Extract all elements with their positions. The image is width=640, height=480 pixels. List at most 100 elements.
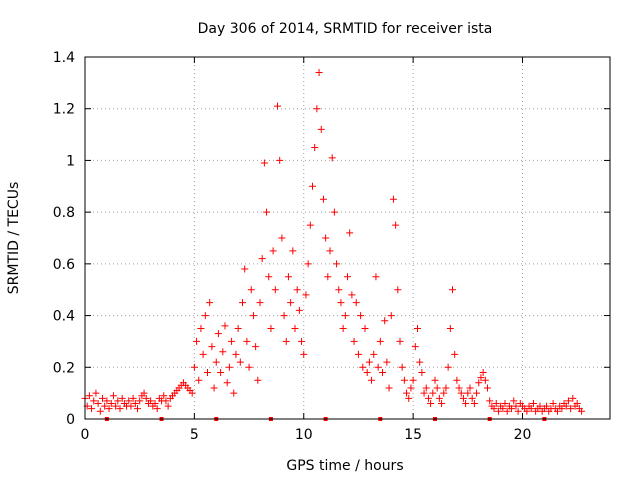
data-point	[464, 389, 472, 397]
y-tick-label: 0.2	[53, 360, 75, 376]
data-point	[564, 397, 572, 405]
data-point	[99, 394, 106, 402]
data-point	[468, 394, 476, 402]
data-point	[400, 376, 408, 384]
data-point	[204, 368, 211, 376]
data-point	[470, 399, 478, 407]
data-point	[228, 337, 236, 345]
data-point	[379, 368, 386, 376]
data-point	[241, 265, 249, 273]
data-points	[81, 69, 586, 415]
data-point	[459, 394, 467, 402]
y-tick-label: 0.8	[53, 205, 75, 221]
data-point	[512, 402, 520, 410]
data-point	[94, 399, 102, 407]
data-point	[462, 399, 470, 407]
data-point	[114, 397, 122, 405]
data-point	[427, 399, 435, 407]
data-point	[503, 407, 511, 415]
data-point	[263, 208, 271, 216]
data-point	[212, 358, 220, 366]
data-point	[466, 384, 474, 392]
data-point	[247, 286, 255, 294]
data-point	[424, 394, 432, 402]
data-point	[164, 402, 172, 410]
grid-lines	[85, 57, 610, 419]
data-point	[387, 312, 395, 320]
data-point	[280, 312, 288, 320]
data-point	[214, 330, 222, 338]
data-point	[333, 260, 341, 268]
data-point	[326, 247, 334, 255]
data-point	[409, 376, 417, 384]
data-point	[508, 405, 516, 413]
y-tick-label: 1.2	[53, 102, 75, 118]
x-tick-label: 5	[190, 427, 199, 443]
data-point	[383, 358, 391, 366]
data-point	[151, 399, 159, 407]
data-point	[109, 392, 117, 400]
data-point	[258, 255, 266, 263]
data-point	[284, 273, 292, 281]
x-tick-label: 0	[81, 427, 90, 443]
data-point	[116, 405, 124, 413]
data-point	[433, 384, 441, 392]
data-point	[245, 363, 253, 371]
data-point	[302, 291, 310, 299]
data-point	[490, 405, 498, 413]
data-point	[451, 350, 459, 358]
data-point	[306, 221, 314, 229]
data-point	[223, 379, 231, 387]
x-axis-label: GPS time / hours	[286, 458, 403, 474]
data-point	[267, 325, 275, 332]
data-point	[125, 397, 133, 405]
data-point	[129, 394, 137, 402]
data-point	[147, 397, 155, 405]
data-point	[92, 389, 100, 397]
data-point	[381, 317, 389, 325]
data-point	[105, 405, 113, 413]
data-point	[361, 325, 369, 332]
data-point	[510, 397, 518, 405]
data-point	[232, 350, 240, 358]
data-point	[440, 389, 448, 397]
data-point	[140, 389, 148, 397]
data-point	[444, 363, 452, 371]
data-point	[562, 402, 570, 410]
chart-title: Day 306 of 2014, SRMTID for receiver ist…	[198, 21, 493, 37]
data-point	[324, 273, 332, 281]
data-point	[317, 125, 325, 133]
data-point	[256, 299, 264, 307]
data-point	[339, 325, 347, 332]
data-point	[269, 247, 277, 255]
data-point	[319, 195, 327, 203]
data-point	[254, 376, 262, 384]
y-tick-label: 1.4	[53, 50, 75, 66]
data-point	[418, 368, 426, 376]
data-point	[352, 299, 360, 307]
data-point	[85, 392, 93, 400]
data-point	[453, 376, 461, 384]
data-point	[311, 144, 319, 151]
data-point	[475, 379, 483, 387]
data-point	[160, 392, 168, 400]
y-axis-label: SRMTID / TECUs	[6, 182, 22, 295]
data-point	[206, 299, 214, 307]
data-point	[527, 405, 535, 413]
data-point	[341, 312, 349, 320]
data-point	[153, 405, 161, 413]
data-point	[484, 384, 491, 392]
data-point	[344, 273, 351, 281]
data-point	[442, 384, 450, 392]
data-point	[389, 195, 397, 203]
data-point	[365, 358, 373, 366]
data-point	[529, 399, 537, 407]
data-point	[536, 402, 544, 410]
data-point	[260, 159, 268, 167]
data-point	[236, 358, 244, 366]
data-point	[492, 399, 500, 407]
data-point	[276, 156, 284, 164]
data-point	[136, 397, 144, 405]
y-tick-label: 0.4	[53, 309, 75, 325]
data-point	[416, 358, 424, 366]
